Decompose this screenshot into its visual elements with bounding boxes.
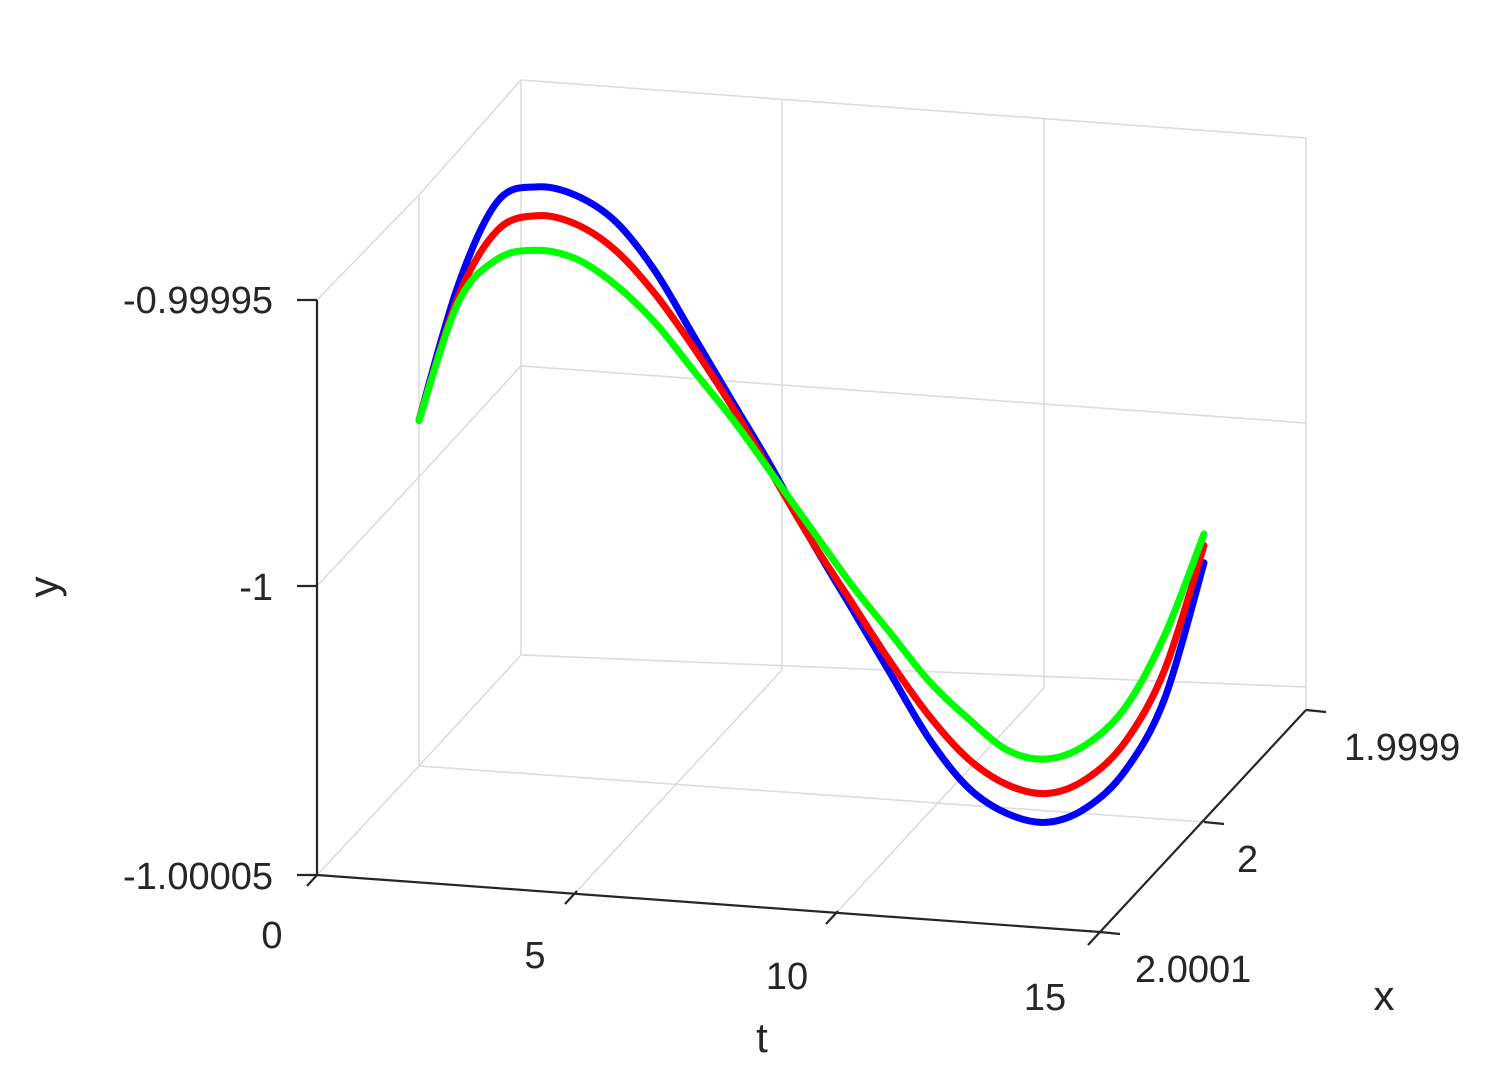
t-tick-mark [564, 890, 578, 905]
back-wall-grid [418, 79, 1307, 767]
t-tick-label: 0 [261, 915, 282, 957]
x-tick-mark [1099, 930, 1121, 936]
t-tick-label: 5 [524, 935, 545, 977]
side-wall-grid [316, 194, 420, 876]
t-axis-label: t [756, 1014, 768, 1061]
t-tick-label: 15 [1024, 977, 1066, 1019]
t-tick-label: 10 [766, 956, 808, 998]
y-tick-label: -1 [239, 567, 273, 609]
x-axis-label: x [1374, 972, 1395, 1019]
y-axis-label: y [20, 577, 67, 598]
floor-grid [418, 669, 1205, 912]
tick-labels: -0.99995 -1 -1.00005 0 5 10 15 1.9999 2 … [123, 280, 1460, 1019]
series-line-3 [415, 246, 1208, 763]
x-tick-label: 1.9999 [1344, 727, 1460, 769]
series-line-1 [415, 183, 1208, 826]
y-tick-label: -0.99995 [123, 280, 273, 322]
curves [415, 183, 1208, 826]
t-axis-line [316, 873, 1101, 934]
series-line-2 [415, 212, 1208, 798]
t-tick-mark [1087, 931, 1101, 946]
x-tick-label: 2.0001 [1135, 949, 1251, 991]
t-tick-mark [306, 874, 318, 887]
axes [297, 298, 1327, 946]
x-axis-line [1099, 709, 1307, 933]
t-tick-mark [825, 910, 839, 925]
x-tick-mark [1305, 708, 1327, 714]
x-tick-mark [1203, 820, 1225, 826]
y-tick-label: -1.00005 [123, 856, 273, 898]
x-tick-label: 2 [1237, 839, 1258, 881]
